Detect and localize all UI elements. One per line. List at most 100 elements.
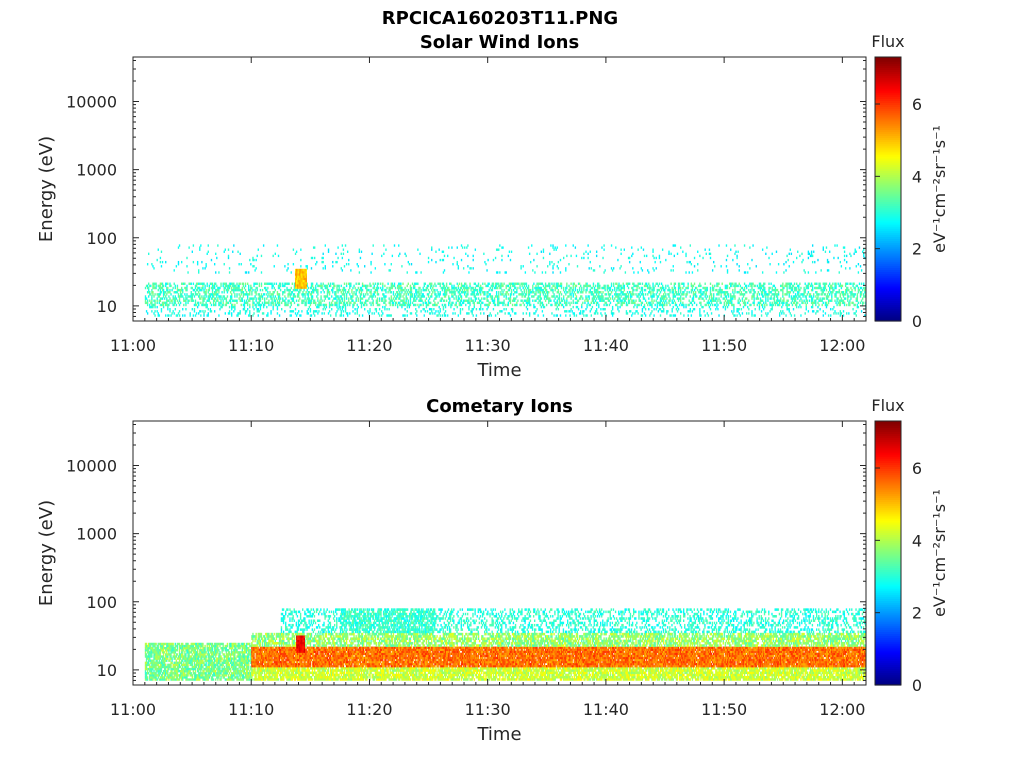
spectrogram-cell (553, 295, 554, 297)
spectrogram-cell (687, 283, 688, 285)
spectrogram-cell (575, 289, 576, 291)
spectrogram-cell (545, 283, 546, 285)
spectrogram-cell (580, 310, 581, 312)
spectrogram-cell (710, 308, 711, 310)
spectrogram-cell (700, 314, 701, 316)
spectrogram-cell (789, 310, 790, 312)
spectrogram-cell (831, 293, 832, 295)
spectrogram-cell (734, 253, 735, 255)
spectrogram-cell (857, 293, 858, 295)
spectrogram-cell (262, 295, 263, 297)
spectrogram-cell (799, 255, 800, 257)
spectrogram-cell (489, 304, 490, 306)
spectrogram-cell (171, 302, 172, 304)
spectrogram-cell (145, 295, 146, 297)
spectrogram-cell (520, 267, 521, 269)
spectrogram-cell (342, 257, 343, 259)
spectrogram-cell (543, 314, 544, 316)
spectrogram-cell (617, 306, 618, 308)
spectrogram-cell (562, 300, 563, 302)
spectrogram-cell (269, 291, 270, 293)
spectrogram-cell (796, 295, 797, 297)
spectrogram-cell (248, 271, 249, 273)
spectrogram-cell (689, 304, 690, 306)
spectrogram-cell (726, 297, 727, 299)
colorbar-tick-label: 6 (912, 95, 922, 114)
spectrogram-cell (469, 285, 470, 287)
spectrogram-cell (783, 271, 784, 273)
spectrogram-cell (663, 293, 664, 295)
spectrogram-cell (716, 289, 717, 291)
spectrogram-cell (457, 306, 458, 308)
spectrogram-cell (508, 304, 509, 306)
spectrogram-cell (643, 249, 644, 251)
spectrogram-cell (202, 285, 203, 287)
spectrogram-cell (418, 295, 419, 297)
spectrogram-cell (449, 297, 450, 299)
spectrogram-cell (166, 302, 167, 304)
spectrogram-cell (321, 287, 322, 289)
spectrogram-cell (287, 263, 288, 265)
spectrogram-cell (568, 302, 569, 304)
spectrogram-cell (450, 283, 451, 285)
spectrogram-cell (172, 287, 173, 289)
spectrogram-cell (779, 302, 780, 304)
spectrogram-cell (175, 287, 176, 289)
spectrogram-cell (805, 289, 806, 291)
spectrogram-cell (348, 263, 349, 265)
spectrogram-cell (710, 283, 711, 285)
spectrogram-cell (807, 300, 808, 302)
spectrogram-cell (716, 306, 717, 308)
spectrogram-cell (195, 287, 196, 289)
spectrogram-cell (229, 310, 230, 312)
spectrogram-cell (247, 295, 248, 297)
spectrogram-cell (705, 249, 706, 251)
spectrogram-cell (214, 263, 215, 265)
spectrogram-cell (282, 283, 283, 285)
spectrogram-cell (699, 297, 700, 299)
spectrogram-cell (612, 289, 613, 291)
spectrogram-cell (744, 287, 745, 289)
spectrogram-cell (336, 302, 337, 304)
spectrogram-cell (287, 267, 288, 269)
spectrogram-cell (391, 291, 392, 293)
spectrogram-cell (726, 295, 727, 297)
spectrogram-cell (637, 312, 638, 314)
spectrogram-cell (653, 257, 654, 259)
spectrogram-cell (198, 269, 199, 271)
spectrogram-cell (803, 300, 804, 302)
spectrogram-cell (412, 283, 413, 285)
spectrogram-cell (480, 308, 481, 310)
spectrogram-cell (226, 300, 227, 302)
spectrogram-cell (377, 291, 378, 293)
spectrogram-cell (461, 297, 462, 299)
spectrogram-cell (357, 312, 358, 314)
spectrogram-cell (432, 312, 433, 314)
spectrogram-cell (373, 302, 374, 304)
spectrogram-cell (817, 297, 818, 299)
spectrogram-cell (535, 293, 536, 295)
spectrogram-cell (379, 304, 380, 306)
spectrogram-cell (337, 295, 338, 297)
spectrogram-cell (691, 302, 692, 304)
spectrogram-cell (718, 293, 719, 295)
spectrogram-cell (410, 285, 411, 287)
spectrogram-cell (287, 295, 288, 297)
spectrogram-cell (573, 287, 574, 289)
spectrogram-cell (414, 297, 415, 299)
spectrogram-cell (725, 293, 726, 295)
spectrogram-cell (416, 271, 417, 273)
spectrogram-cell (620, 253, 621, 255)
spectrogram-cell (741, 291, 742, 293)
spectrogram-cell (554, 246, 555, 248)
spectrogram-cell (497, 312, 498, 314)
spectrogram-cell (279, 295, 280, 297)
spectrogram-cell (731, 285, 732, 287)
spectrogram-cell (196, 312, 197, 314)
spectrogram-cell (730, 293, 731, 295)
spectrogram-cell (664, 297, 665, 299)
spectrogram-cell (198, 302, 199, 304)
spectrogram-cell (562, 304, 563, 306)
spectrogram-cell (589, 295, 590, 297)
spectrogram-cell (353, 304, 354, 306)
